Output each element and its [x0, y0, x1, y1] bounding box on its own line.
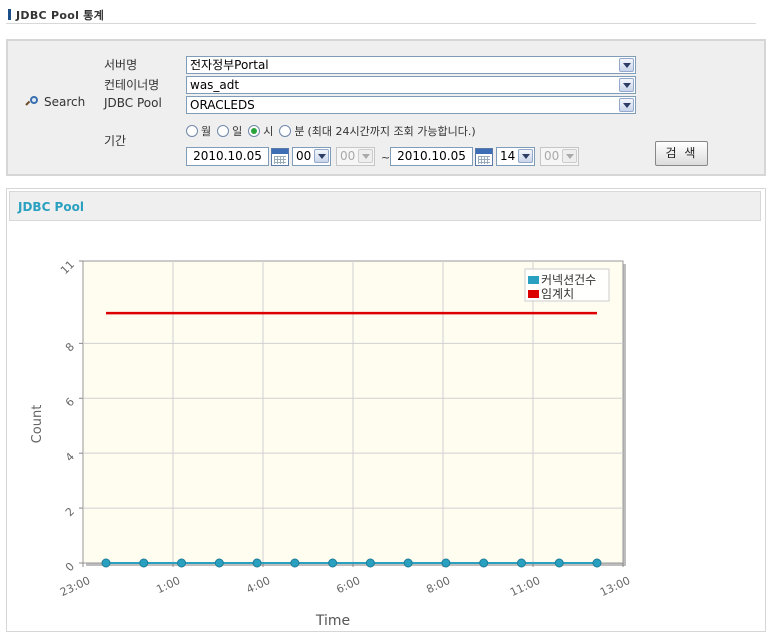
chevron-down-icon[interactable]	[619, 98, 634, 112]
y-tick-label: 0	[63, 560, 77, 574]
data-point	[365, 558, 375, 568]
search-submit-button[interactable]: 검 색	[655, 141, 708, 166]
period-radio-group: 월 일 시 분 (최대 24시간까지 조회 가능합니다.)	[186, 123, 476, 139]
y-tick-label: 8	[63, 340, 77, 354]
data-point	[479, 558, 489, 568]
y-tick-label: 11	[58, 258, 77, 277]
legend-label: 커넥션건수	[541, 273, 596, 287]
y-axis-title: Count	[30, 405, 45, 444]
from-date-input[interactable]: 2010.10.05	[186, 147, 269, 166]
calendar-icon[interactable]	[271, 148, 289, 166]
to-hour-value: 14	[500, 149, 516, 163]
pool-select-value: ORACLEDS	[190, 98, 255, 112]
data-point	[177, 558, 187, 568]
from-hour-value: 00	[296, 149, 312, 163]
radio-hour-label: 시	[263, 125, 274, 138]
search-toggle[interactable]: Search	[25, 95, 86, 109]
radio-month-label: 월	[201, 125, 212, 138]
data-point	[441, 558, 451, 568]
title-bar-marker	[8, 9, 11, 20]
server-select-value: 전자정부Portal	[190, 58, 269, 72]
to-minute-select: 00	[540, 147, 579, 166]
page-title: JDBC Pool 통계	[6, 6, 756, 24]
page-title-text: JDBC Pool 통계	[16, 9, 105, 22]
data-point	[214, 558, 224, 568]
chart-panel: JDBC Pool 0 2 4 6 8 11 23:00 1:00 4:00 6:00 8:00 11…	[6, 188, 766, 632]
radio-day-label: 일	[232, 125, 243, 138]
container-select[interactable]: was_adt	[186, 76, 636, 94]
from-minute-value: 00	[340, 149, 356, 163]
to-hour-select[interactable]: 14	[496, 147, 535, 166]
data-point	[252, 558, 262, 568]
radio-month[interactable]	[186, 125, 198, 137]
legend-label: 임계치	[541, 287, 574, 301]
data-point	[139, 558, 149, 568]
y-tick-label: 4	[63, 450, 77, 464]
line-chart: 0 2 4 6 8 11 23:00 1:00 4:00 6:00 8:00 11:00 13:00 Ti…	[30, 258, 632, 629]
radio-day[interactable]	[217, 125, 230, 137]
to-minute-value: 00	[544, 149, 560, 163]
radio-minute-label: 분	[294, 125, 305, 138]
chevron-down-icon	[358, 149, 373, 163]
x-tick-label: 4:00	[244, 574, 272, 596]
data-point	[403, 558, 413, 568]
chevron-down-icon	[562, 149, 577, 163]
chevron-down-icon[interactable]	[314, 149, 329, 163]
radio-hour[interactable]	[248, 125, 261, 137]
x-tick-label: 13:00	[598, 574, 632, 599]
date-range-separator: ~	[381, 151, 391, 164]
from-minute-select: 00	[336, 147, 375, 166]
y-tick-label: 6	[63, 395, 77, 409]
server-label: 서버명	[104, 58, 138, 72]
to-date-input[interactable]: 2010.10.05	[390, 147, 473, 166]
data-point	[592, 558, 602, 568]
pool-select[interactable]: ORACLEDS	[186, 96, 636, 114]
data-point	[101, 558, 111, 568]
container-label: 컨테이너명	[104, 78, 160, 92]
chevron-down-icon[interactable]	[619, 78, 634, 92]
search-toggle-label: Search	[44, 95, 86, 109]
from-hour-select[interactable]: 00	[292, 147, 331, 166]
search-icon	[25, 96, 38, 108]
data-point	[554, 558, 564, 568]
pool-label: JDBC Pool	[104, 96, 162, 110]
chevron-down-icon[interactable]	[619, 58, 634, 72]
y-tick-label: 2	[63, 505, 77, 519]
x-tick-label: 11:00	[508, 574, 542, 599]
radio-minute[interactable]	[279, 125, 292, 137]
x-tick-label: 23:00	[58, 574, 92, 599]
server-select[interactable]: 전자정부Portal	[186, 56, 636, 74]
container-select-value: was_adt	[190, 78, 240, 92]
x-tick-label: 1:00	[154, 574, 182, 596]
x-tick-label: 8:00	[424, 574, 452, 596]
search-panel: Search 서버명 전자정부Portal 컨테이너명 was_adt JDBC…	[6, 39, 766, 176]
legend-swatch	[528, 276, 539, 284]
calendar-icon[interactable]	[475, 148, 493, 166]
x-axis-title: Time	[315, 613, 350, 629]
x-tick-label: 6:00	[334, 574, 362, 596]
period-note: (최대 24시간까지 조회 가능합니다.)	[307, 125, 476, 138]
chart-panel-header: JDBC Pool	[9, 191, 761, 221]
chevron-down-icon[interactable]	[518, 149, 533, 163]
data-point	[290, 558, 300, 568]
period-label: 기간	[104, 134, 127, 148]
data-point	[328, 558, 338, 568]
data-point	[516, 558, 526, 568]
chart-panel-title: JDBC Pool	[18, 200, 84, 214]
legend-swatch	[528, 290, 539, 298]
